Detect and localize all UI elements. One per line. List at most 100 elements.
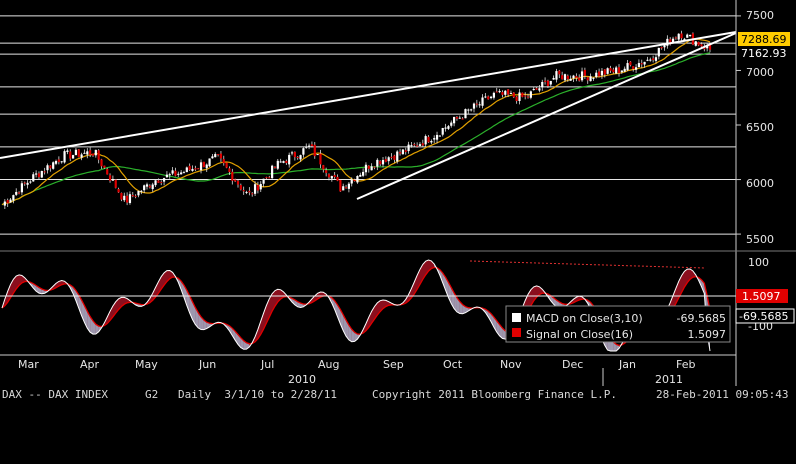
month-jun: Jun (198, 358, 216, 371)
candle-body (347, 183, 350, 189)
candle-body (29, 181, 32, 183)
candle-body (71, 155, 75, 159)
candle-body (216, 154, 220, 156)
candle-body (489, 96, 493, 99)
candle-body (17, 192, 21, 194)
legend-macd-value: -69.5685 (677, 312, 726, 325)
candle-body (273, 166, 277, 168)
year-2011: 2011 (655, 373, 683, 386)
candle-body (549, 80, 552, 85)
candle-body (63, 151, 66, 163)
candle-body (364, 164, 368, 173)
candle-body (307, 145, 311, 147)
candle-body (575, 76, 578, 78)
candle-body (185, 167, 188, 173)
candle-body (470, 109, 473, 111)
candle-body (103, 165, 106, 168)
macd-legend: MACD on Close(3,10) -69.5685 Signal on C… (505, 305, 731, 343)
candle-body (37, 173, 41, 178)
candle-body (643, 61, 646, 65)
candle-body (313, 144, 316, 157)
candle-body (626, 63, 629, 71)
candle-body (384, 159, 387, 162)
candle-body (529, 91, 532, 98)
candle-body (15, 191, 18, 195)
candle-body (518, 92, 521, 102)
candle-body (632, 66, 635, 70)
candle-body (589, 76, 592, 82)
month-axis: Mar Apr May Jun Jul Aug Sep Oct Nov Dec … (18, 358, 695, 386)
candle-body (262, 178, 265, 184)
candle-body (683, 38, 686, 40)
price-panel (0, 15, 737, 235)
candle-body (487, 96, 490, 100)
candle-body (398, 152, 402, 154)
candle-body (148, 185, 151, 188)
candle-body (86, 151, 89, 155)
candle-body (97, 150, 100, 160)
candle-body (512, 92, 515, 98)
candle-body (182, 172, 186, 174)
candle-body (381, 160, 385, 165)
month-nov: Nov (500, 358, 522, 371)
candle-body (344, 187, 348, 189)
candle-body (49, 165, 52, 169)
candle-body (157, 180, 160, 183)
candle-body (6, 200, 9, 204)
candle-body (561, 75, 564, 80)
signal-value-tag: 1.5097 (736, 289, 788, 303)
candle-body (603, 69, 606, 75)
year-2010: 2010 (288, 373, 316, 386)
candle-body (231, 171, 234, 181)
svg-text:7288.69: 7288.69 (741, 33, 787, 46)
legend-swatch-signal (512, 328, 521, 337)
candle-body (162, 178, 166, 182)
candle-body (404, 150, 407, 152)
candle-body (228, 168, 231, 173)
candle-body (438, 135, 441, 137)
candle-body (393, 155, 396, 160)
short-ma-line (1, 38, 711, 206)
candle-body (441, 128, 444, 135)
candle-body (612, 69, 615, 73)
candle-body (427, 136, 430, 143)
candle-body (413, 144, 416, 146)
y-tick-6500: 6500 (746, 121, 774, 134)
candle-body (57, 159, 60, 163)
candle-body (390, 156, 393, 158)
candle-body (117, 188, 120, 193)
candle-body (310, 144, 314, 147)
long-ma-line (1, 52, 711, 206)
candle-body (256, 184, 260, 191)
legend-swatch-macd (512, 313, 521, 322)
candle-body (3, 201, 6, 206)
candle-body (541, 81, 544, 88)
candle-body (225, 162, 228, 168)
candle-body (290, 152, 294, 154)
candle-body (609, 67, 612, 71)
month-dec: Dec (562, 358, 583, 371)
footer-period: Daily 3/1/10 to 2/28/11 (178, 388, 337, 401)
candle-body (569, 78, 572, 81)
candle-body (396, 151, 399, 162)
candle-body (180, 172, 183, 175)
signal-line (1, 266, 711, 347)
candle-body (515, 96, 518, 101)
candle-body (236, 180, 240, 185)
candle-body (302, 148, 305, 155)
candle-body (20, 183, 24, 193)
candle-body (199, 162, 203, 171)
candle-body (106, 169, 109, 175)
candle-body (160, 181, 163, 183)
candle-body (524, 95, 527, 97)
month-mar: Mar (18, 358, 39, 371)
candle-body (171, 170, 174, 174)
candle-body (649, 59, 652, 61)
footer-ticker: DAX -- DAX INDEX (2, 388, 108, 401)
candle-body (74, 149, 78, 156)
candle-body (219, 153, 223, 159)
candle-body (83, 152, 86, 154)
candle-body (111, 179, 114, 181)
footer-copyright: Copyright 2011 Bloomberg Finance L.P. (372, 388, 618, 401)
candle-body (23, 182, 26, 184)
